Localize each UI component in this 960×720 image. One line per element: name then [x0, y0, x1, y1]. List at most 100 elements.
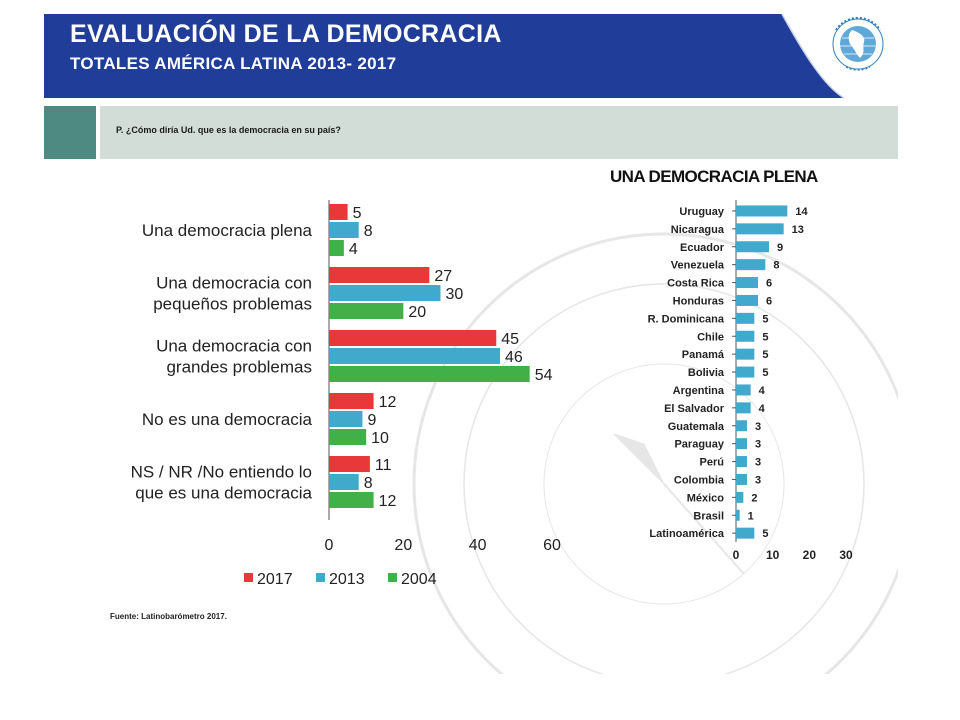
- country-bar: [736, 294, 758, 306]
- header-background: [44, 14, 887, 99]
- x-tick-label: 30: [839, 548, 853, 562]
- left-bar-chart: Una democracia plena 584 Una democracia co…: [131, 200, 561, 588]
- legend-label-2004: 2004: [401, 571, 437, 588]
- bar-2013: [329, 474, 359, 490]
- country-value-label: 5: [762, 349, 768, 361]
- latinobarometro-globe-logo: [829, 15, 887, 73]
- country-bar: [736, 420, 747, 432]
- country-bar: [736, 402, 751, 414]
- background-watermark: [412, 232, 898, 674]
- country-value-label: 4: [759, 385, 766, 397]
- bar-value-label: 12: [379, 394, 397, 411]
- country-bar: [736, 241, 769, 253]
- country-label: Uruguay: [679, 206, 725, 218]
- x-tick-label: 0: [733, 548, 740, 562]
- x-tick-label: 0: [325, 537, 334, 554]
- country-bar: [736, 330, 755, 342]
- bar-2004: [329, 240, 344, 256]
- country-label: Colombia: [674, 474, 725, 486]
- bar-2013: [329, 411, 363, 427]
- bar-value-label: 30: [446, 286, 464, 303]
- bar-value-label: 9: [367, 412, 376, 429]
- header-banner: EVALUACIÓN DE LA DEMOCRACIA TOTALES AMÉR…: [44, 14, 898, 100]
- bar-value-label: 20: [408, 304, 426, 321]
- country-label: Latinoamérica: [649, 528, 724, 540]
- question-accent-block: [44, 106, 96, 159]
- bar-value-label: 12: [379, 493, 397, 510]
- country-bar: [736, 384, 751, 396]
- country-label: Brasil: [693, 510, 724, 522]
- bar-2013: [329, 348, 500, 364]
- country-label: Panamá: [682, 349, 725, 361]
- country-value-label: 3: [755, 439, 761, 451]
- country-label: Chile: [697, 331, 724, 343]
- country-label: Guatemala: [668, 421, 725, 433]
- country-value-label: 6: [766, 278, 772, 290]
- bar-2017: [329, 204, 348, 220]
- question-bar: P. ¿Cómo diría Ud. que es la democracia …: [100, 106, 898, 159]
- country-value-label: 3: [755, 457, 761, 469]
- country-bar: [736, 438, 747, 450]
- bar-value-label: 4: [349, 241, 358, 258]
- legend-swatch-2013: [316, 573, 325, 582]
- bar-2017: [329, 267, 430, 283]
- category-label: Una democracia con: [156, 274, 312, 293]
- chart-title: UNA DEMOCRACIA PLENA: [610, 167, 818, 186]
- x-tick-label: 10: [766, 548, 780, 562]
- legend-swatch-2004: [388, 573, 397, 582]
- country-label: El Salvador: [664, 403, 725, 415]
- category-label: grandes problemas: [166, 358, 312, 377]
- country-bar: [736, 456, 747, 468]
- category-label: Una democracia plena: [142, 221, 313, 240]
- x-tick-label: 20: [394, 537, 412, 554]
- bar-2017: [329, 393, 374, 409]
- bar-2013: [329, 222, 359, 238]
- bar-2013: [329, 285, 441, 301]
- country-value-label: 5: [762, 331, 768, 343]
- country-label: Nicaragua: [671, 224, 725, 236]
- question-text: P. ¿Cómo diría Ud. que es la democracia …: [116, 125, 341, 135]
- country-value-label: 1: [748, 510, 754, 522]
- country-bar: [736, 348, 755, 360]
- bar-2004: [329, 429, 367, 445]
- country-bar: [736, 473, 747, 485]
- country-bar: [736, 259, 766, 271]
- country-value-label: 5: [762, 367, 768, 379]
- bar-2017: [329, 330, 497, 346]
- country-label: Venezuela: [671, 260, 725, 272]
- bar-2004: [329, 303, 404, 319]
- bar-value-label: 8: [364, 223, 373, 240]
- bar-value-label: 54: [535, 367, 553, 384]
- country-label: Ecuador: [680, 242, 725, 254]
- country-value-label: 5: [762, 313, 768, 325]
- country-value-label: 3: [755, 421, 761, 433]
- country-label: México: [687, 492, 725, 504]
- country-value-label: 3: [755, 474, 761, 486]
- country-value-label: 6: [766, 295, 772, 307]
- country-value-label: 13: [792, 224, 804, 236]
- country-bar: [736, 509, 740, 521]
- page-subtitle: TOTALES AMÉRICA LATINA 2013- 2017: [70, 54, 397, 73]
- country-value-label: 2: [751, 492, 757, 504]
- country-label: Perú: [700, 457, 724, 469]
- x-tick-label: 40: [469, 537, 487, 554]
- bar-2004: [329, 492, 374, 508]
- country-bar: [736, 277, 758, 289]
- category-label: pequeños problemas: [153, 295, 312, 314]
- country-value-label: 14: [795, 206, 808, 218]
- source-note: Fuente: Latinobarómetro 2017.: [110, 612, 227, 621]
- category-label: Una democracia con: [156, 337, 312, 356]
- country-value-label: 5: [762, 528, 768, 540]
- x-tick-label: 60: [543, 537, 561, 554]
- country-bar: [736, 491, 744, 503]
- category-label: No es una democracia: [142, 410, 313, 429]
- x-tick-label: 20: [803, 548, 817, 562]
- country-bar: [736, 527, 755, 539]
- legend-swatch-2017: [244, 573, 253, 582]
- legend-label-2013: 2013: [329, 571, 365, 588]
- page-title: EVALUACIÓN DE LA DEMOCRACIA: [70, 20, 502, 48]
- bar-value-label: 5: [353, 205, 362, 222]
- slide: EVALUACIÓN DE LA DEMOCRACIA TOTALES AMÉR…: [44, 14, 898, 674]
- category-label: NS / NR /No entiendo lo: [131, 463, 312, 482]
